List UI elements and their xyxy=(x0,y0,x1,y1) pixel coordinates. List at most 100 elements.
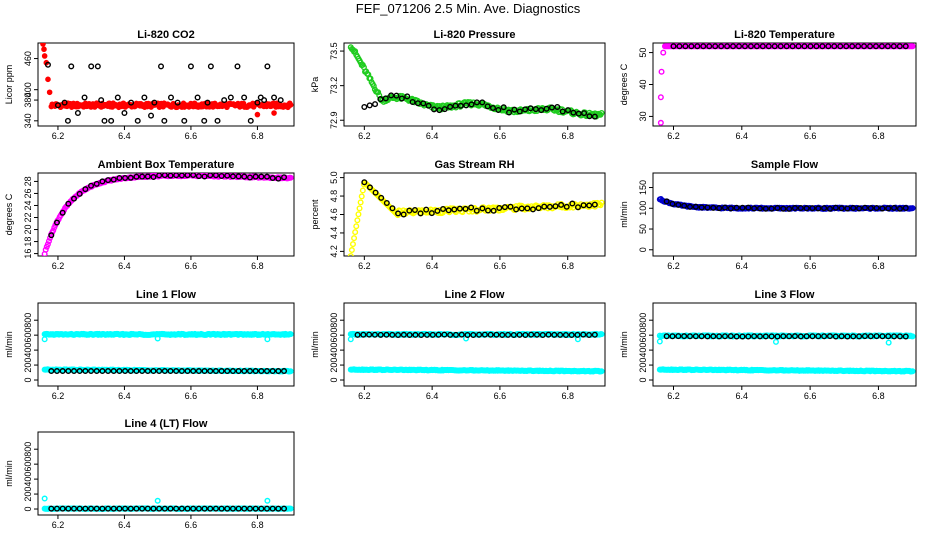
line3-samples-point xyxy=(786,333,793,340)
line2-samples-point xyxy=(400,331,407,338)
line3-samples-point xyxy=(891,333,898,340)
ambient-samples-point xyxy=(139,173,146,180)
ambient-samples-point xyxy=(161,173,168,179)
pressure-samples-point xyxy=(377,96,384,103)
line2-high-point xyxy=(598,331,605,338)
line3-samples-point xyxy=(681,333,688,340)
sampleflow-samples-point xyxy=(867,205,874,212)
line3-samples-point xyxy=(710,333,717,340)
line3-samples-point xyxy=(902,333,909,340)
line1-high-point xyxy=(41,336,48,343)
line2-samples-point xyxy=(481,331,488,338)
line2-samples-point xyxy=(395,331,402,338)
line4-samples-point xyxy=(150,505,157,512)
line3-samples-point xyxy=(867,333,874,340)
x-tick-label: 6.4 xyxy=(736,391,749,401)
sampleflow-samples-point xyxy=(663,198,670,205)
rh-5min-point xyxy=(354,217,361,224)
line4-samples-point xyxy=(93,505,100,512)
line1-samples-point xyxy=(190,368,197,375)
y-axis-label: degrees C xyxy=(619,63,629,105)
y-tick-label: 0 xyxy=(638,247,648,252)
line2-samples-point xyxy=(562,332,569,339)
co2-samples-point xyxy=(148,112,155,119)
co2-samples-point xyxy=(88,63,95,70)
ambient-samples-point xyxy=(93,180,100,187)
temp-samples-point xyxy=(730,43,737,50)
y-tick-label: 400 xyxy=(23,82,33,97)
co2-samples-point xyxy=(234,63,241,70)
rh-samples-point xyxy=(378,194,385,201)
pressure-samples-point xyxy=(586,113,593,120)
line2-samples-point xyxy=(580,331,587,338)
ambient-samples-point xyxy=(105,177,112,184)
line3-samples-point xyxy=(704,333,711,340)
pressure-samples-point xyxy=(457,102,464,109)
line3-samples-point xyxy=(803,333,810,340)
y-tick-label: 4.8 xyxy=(329,190,339,203)
pressure-samples-point xyxy=(436,107,443,114)
y-tick-label: 73.5 xyxy=(329,42,339,60)
temp-samples-point xyxy=(819,43,826,50)
line4-samples-point xyxy=(229,505,236,512)
line3-samples-point xyxy=(675,333,682,340)
pressure-samples-point xyxy=(468,101,475,108)
line1-samples-point xyxy=(218,368,225,375)
line4-samples-point xyxy=(190,505,197,512)
sampleflow-samples-point xyxy=(832,204,839,211)
pressure-samples-point xyxy=(543,105,550,112)
co2-samples-point xyxy=(194,94,201,101)
pressure-samples-point xyxy=(463,102,470,109)
y-axis-label: ml/min xyxy=(4,460,14,487)
pressure-samples-point xyxy=(361,103,368,110)
sampleflow-samples-point xyxy=(879,205,886,212)
line2-samples-point xyxy=(476,331,483,338)
line1-high-point xyxy=(287,331,294,338)
rh-5min-point xyxy=(348,247,355,254)
ambient-5min-point xyxy=(42,246,49,253)
points-line1 xyxy=(41,330,294,375)
line1-samples-point xyxy=(281,368,288,375)
pressure-samples-point xyxy=(516,108,523,115)
ambient-5min-point xyxy=(287,174,294,181)
rh-samples-point xyxy=(580,202,587,209)
ambient-samples-point xyxy=(229,173,236,180)
co2-samples-point xyxy=(207,63,214,70)
panel-temperature: Li-820 Temperature 6.2 6.4 6.6 6.8 30 40 50 degr… xyxy=(619,29,917,141)
ambient-samples-point xyxy=(275,175,282,182)
line2-samples-point xyxy=(528,331,535,338)
y-axis-label: kPa xyxy=(310,77,320,93)
sampleflow-samples-point xyxy=(850,204,857,211)
line1-samples-point xyxy=(241,368,248,375)
co2-samples-point xyxy=(121,110,128,117)
x-tick-label: 6.2 xyxy=(667,391,680,401)
y-tick-label: 4.2 xyxy=(329,245,339,258)
pressure-samples-point xyxy=(388,92,395,99)
sampleflow-samples-point xyxy=(786,205,793,212)
line3-samples-point xyxy=(669,333,676,340)
ambient-samples-point xyxy=(195,173,202,180)
co2-samples-point xyxy=(114,94,121,101)
x-tick-label: 6.2 xyxy=(358,131,371,141)
y-tick-label: 73.2 xyxy=(329,77,339,95)
x-tick-label: 6.8 xyxy=(872,261,885,271)
temp-samples-point xyxy=(890,43,897,50)
line1-samples-point xyxy=(144,368,151,375)
line1-samples-point xyxy=(116,368,123,375)
sampleflow-samples-point xyxy=(716,205,723,212)
rh-samples-point xyxy=(501,204,508,211)
rh-samples-point xyxy=(563,203,570,210)
co2-samples-point xyxy=(98,97,105,104)
temp-samples-point xyxy=(747,43,754,50)
sampleflow-samples-point xyxy=(704,204,711,211)
x-tick-label: 6.8 xyxy=(872,391,885,401)
y-tick-label: 5.0 xyxy=(329,171,339,184)
co2-samples-point xyxy=(68,63,75,70)
ambient-samples-point xyxy=(281,174,288,181)
pressure-samples-point xyxy=(409,98,416,105)
line2-samples-point xyxy=(389,331,396,338)
sampleflow-samples-point xyxy=(896,205,903,212)
line3-samples-point xyxy=(896,333,903,340)
y-tick-label: 26 xyxy=(23,188,33,198)
temp-5min-point xyxy=(909,43,916,50)
